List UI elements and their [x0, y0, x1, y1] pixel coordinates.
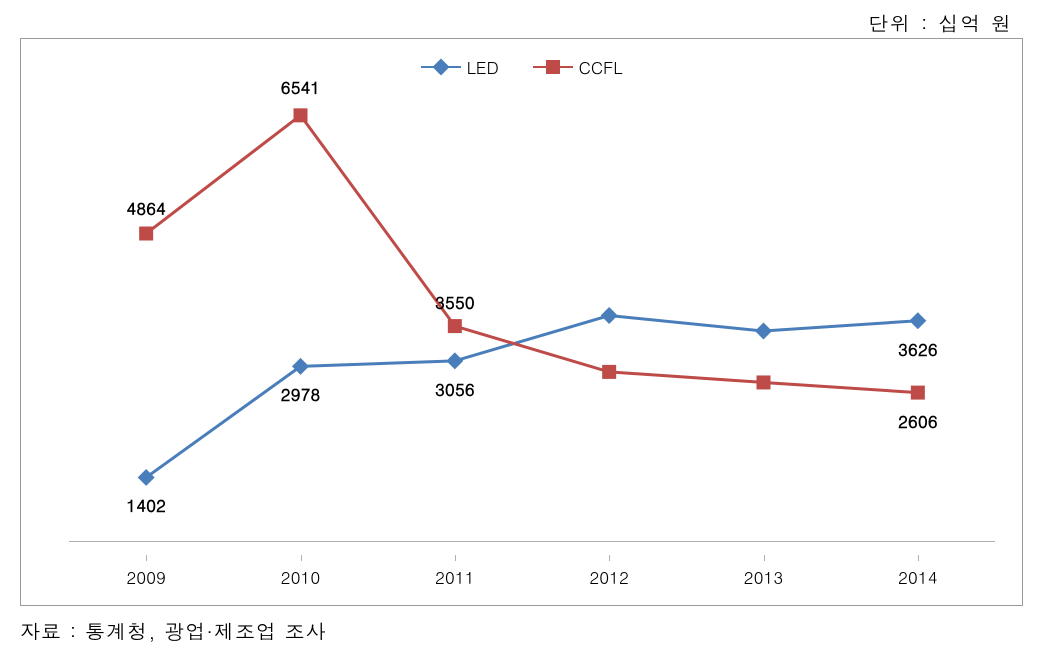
- square-icon: [546, 60, 560, 74]
- legend-label-ccfl: CCFL: [579, 55, 623, 79]
- x-tick-label: 2011: [435, 565, 475, 589]
- x-axis-line: [69, 541, 995, 542]
- source-label: 자료 : 통계청, 광업·제조업 조사: [20, 616, 327, 645]
- marker-ccfl: [448, 319, 462, 333]
- legend-item-ccfl: CCFL: [533, 55, 623, 79]
- x-tick-mark: [918, 555, 919, 561]
- diamond-icon: [432, 59, 449, 76]
- x-tick-mark: [764, 555, 765, 561]
- x-tick-mark: [455, 555, 456, 561]
- data-label: 3626: [898, 337, 938, 361]
- x-tick-label: 2013: [744, 565, 784, 589]
- legend-item-led: LED: [421, 55, 499, 79]
- marker-led: [601, 307, 618, 324]
- data-label: 2606: [898, 409, 938, 433]
- legend-label-led: LED: [467, 55, 499, 79]
- x-tick-label: 2009: [126, 565, 166, 589]
- chart-container: LED CCFL 1402 2978 3056 3626 4864 6541 3550 260…: [20, 38, 1023, 606]
- plot-area: 14022978305636264864654135502606: [69, 83, 995, 541]
- x-tick-mark: [301, 555, 302, 561]
- unit-label: 단위 : 십억 원: [868, 8, 1013, 37]
- x-tick-mark: [146, 555, 147, 561]
- series-line-ccfl: [146, 115, 918, 392]
- marker-led: [909, 312, 926, 329]
- marker-ccfl: [911, 386, 925, 400]
- data-label: 2978: [281, 382, 321, 406]
- data-label: 1402: [126, 493, 166, 517]
- x-tick-mark: [609, 555, 610, 561]
- x-tick-label: 2012: [589, 565, 629, 589]
- legend-swatch-led: [421, 66, 461, 68]
- marker-led: [755, 323, 772, 340]
- legend-swatch-ccfl: [533, 66, 573, 68]
- marker-ccfl: [602, 365, 616, 379]
- series-line-led: [146, 316, 918, 478]
- legend: LED CCFL: [21, 49, 1022, 79]
- marker-ccfl: [757, 375, 771, 389]
- data-label: 4864: [126, 196, 166, 220]
- data-label: 3550: [435, 290, 475, 314]
- marker-ccfl: [294, 108, 308, 122]
- chart-lines: [69, 83, 995, 541]
- data-label: 6541: [281, 75, 321, 99]
- marker-ccfl: [139, 227, 153, 241]
- x-tick-label: 2014: [898, 565, 938, 589]
- x-axis: 2009 2010 2011 2012 2013 2014: [69, 555, 995, 591]
- x-tick-label: 2010: [281, 565, 321, 589]
- data-label: 3056: [435, 377, 475, 401]
- marker-led: [446, 352, 463, 369]
